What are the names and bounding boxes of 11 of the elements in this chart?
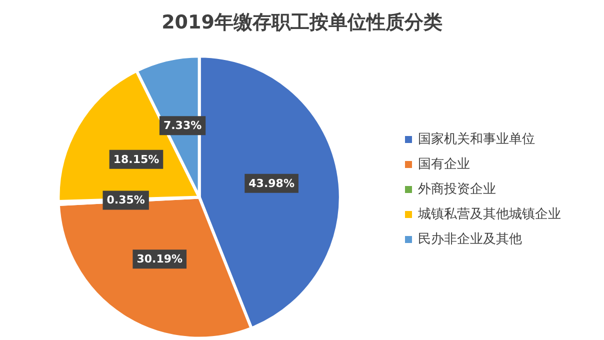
data-label: 30.19% — [136, 252, 183, 266]
legend-label: 民办非企业及其他 — [418, 232, 522, 247]
legend-label: 外商投资企业 — [418, 182, 496, 197]
data-label: 0.35% — [106, 194, 145, 207]
data-label: 18.15% — [113, 152, 160, 166]
legend-label: 城镇私营及其他城镇企业 — [417, 207, 561, 222]
chart-title: 2019年缴存职工按单位性质分类 — [162, 12, 442, 34]
data-label: 7.33% — [163, 119, 202, 132]
legend-label: 国有企业 — [418, 157, 470, 172]
data-label: 43.98% — [248, 176, 294, 190]
legend-label: 国家机关和事业单位 — [418, 131, 535, 147]
